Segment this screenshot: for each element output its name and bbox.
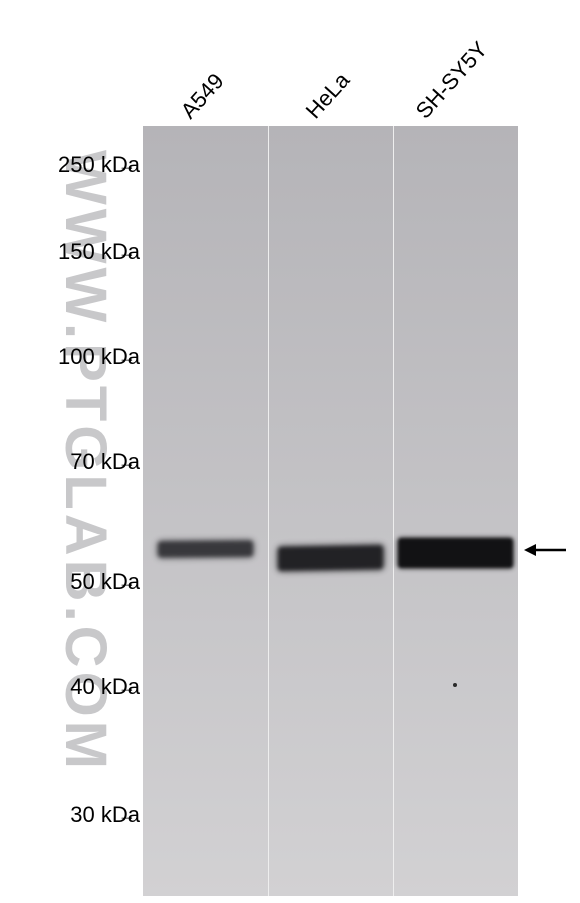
figure-container: WWW.PTGLAB.COM A549 HeLa SH-SY5Y 250 kDa… [0, 0, 580, 903]
lane-divider [268, 126, 269, 896]
lane-label-2: SH-SY5Y [411, 37, 493, 124]
protein-band [398, 538, 513, 568]
blot-membrane [143, 126, 518, 896]
marker-arrow-4: → [118, 572, 136, 593]
marker-arrow-0: → [118, 155, 136, 176]
marker-arrow-6: → [118, 805, 136, 826]
protein-band [158, 541, 253, 558]
lane-divider [393, 126, 394, 896]
lane-label-0: A549 [176, 68, 230, 124]
protein-band [278, 545, 383, 571]
lane-label-1: HeLa [301, 68, 356, 124]
target-band-arrow [522, 538, 568, 562]
marker-arrow-5: → [118, 677, 136, 698]
marker-arrow-1: → [118, 242, 136, 263]
marker-arrow-3: → [118, 452, 136, 473]
artifact-speck [453, 683, 457, 687]
marker-arrow-2: → [118, 347, 136, 368]
